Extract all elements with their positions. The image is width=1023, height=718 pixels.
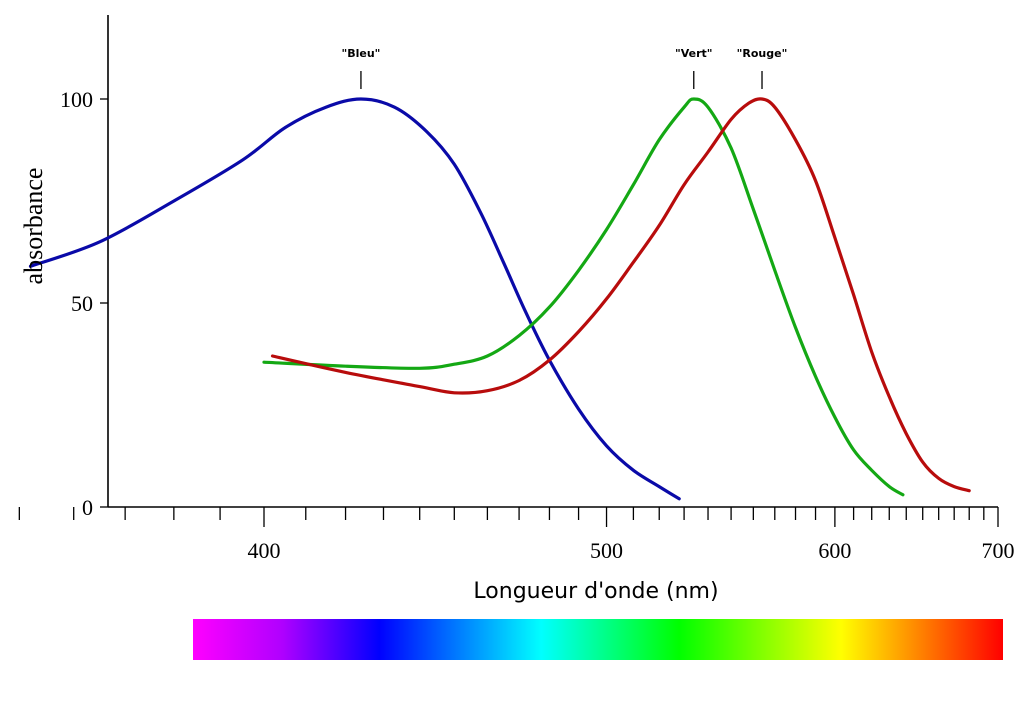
x-tick-label-700: 700 [982,538,1015,563]
x-tick-label-600: 600 [818,538,851,563]
peak-label-rouge: "Rouge" [737,47,788,60]
x-axis-ticks: 400 500 600 700 [18,507,1015,563]
curve-bleu [28,97,681,501]
peak-label-vert: "Vert" [675,47,713,60]
x-tick-label-500: 500 [590,538,623,563]
absorption-curves [28,97,971,501]
y-axis-ticks: 0 50 100 [60,87,108,520]
peak-label-bleu: "Bleu" [341,47,380,60]
y-tick-label-100: 100 [60,87,93,112]
y-tick-label-0: 0 [82,495,93,520]
curve-rouge [270,97,971,493]
y-tick-label-50: 50 [71,291,93,316]
curve-vert [262,97,905,497]
peak-markers: "Bleu" "Vert" "Rouge" [341,47,787,89]
x-tick-label-400: 400 [248,538,281,563]
plot-area: 0 50 100 400 500 600 700 "Bleu" "Vert" "Rouge" [18,15,1015,563]
y-axis-title: absorbance [19,168,48,285]
visible-spectrum-bar [193,619,1003,660]
x-axis-title: Longueur d'onde (nm) [473,579,718,604]
